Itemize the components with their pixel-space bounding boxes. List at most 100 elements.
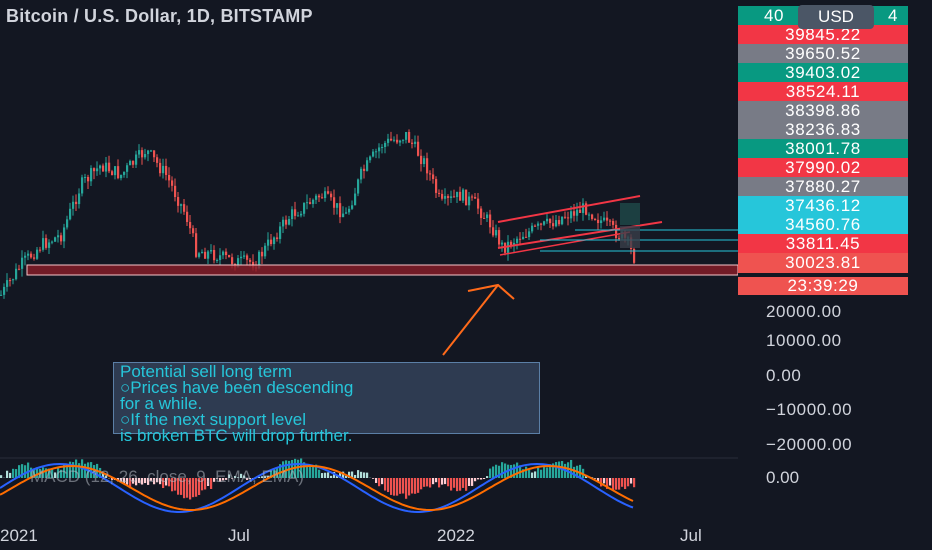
macd-bar [312,466,315,478]
candle-body [510,241,513,246]
macd-bar [567,462,570,478]
macd-bar [285,460,288,478]
macd-bar [162,478,165,489]
candle-body [420,155,423,165]
macd-bar [60,469,63,478]
time-tick: Jul [228,526,250,545]
time-axis[interactable]: 2021 Jul 2022 Jul [0,522,738,550]
candle-body [357,179,360,194]
candle-body [633,248,636,263]
candle-body [444,196,447,199]
candle-body [198,253,201,257]
candle-body [531,225,534,232]
macd-bar [432,478,435,485]
candle-body [480,208,483,218]
candle-body [591,214,594,219]
candle-body [183,204,186,212]
candle-body [222,251,225,256]
macd-bar [30,467,33,478]
macd-bar [381,478,384,485]
candle-body [246,255,249,260]
macd-bar [126,478,129,485]
macd-bar [225,478,228,480]
candle-body [375,151,378,153]
macd-bar [603,478,606,484]
price-label: 39650.52 [738,44,908,64]
candle-body [213,250,216,261]
candle-body [567,217,570,219]
macd-bar [444,478,447,485]
macd-bar [402,478,405,494]
candle-body [324,191,327,199]
macd-bar [327,472,330,478]
macd-bar [522,469,525,478]
candle-body [276,237,279,239]
macd-bar [249,478,252,479]
currency-button[interactable]: USD [798,5,874,29]
candle-body [237,258,240,268]
candle-body [69,208,72,220]
macd-bar [156,478,159,483]
candle-body [261,251,264,257]
channel-upper-line[interactable] [497,195,641,223]
support-zone[interactable] [26,264,738,276]
macd-bar [447,478,450,487]
macd-bar [207,478,210,486]
candle-body [93,168,96,172]
macd-bar [228,474,231,478]
macd-bar [366,472,369,478]
annotation-arrow[interactable] [442,284,499,356]
candle-body [129,160,132,166]
macd-legend[interactable]: MACD (12, 26, close, 9, EMA, EMA) [30,467,304,486]
candle-body [441,193,444,199]
macd-bar [474,478,477,482]
macd-bar [192,478,195,498]
macd-bar [153,478,156,485]
macd-bar [606,478,609,489]
macd-bar [573,466,576,478]
macd-bar [138,478,141,483]
candle-body [498,230,501,245]
candle-body [225,251,228,256]
candle-body [429,173,432,175]
candle-body [471,196,474,198]
macd-bar [462,478,465,488]
time-tick: Jul [680,526,702,545]
macd-bar [456,478,459,492]
candle-body [150,150,153,152]
candle-body [477,198,480,209]
candle-body [60,235,63,242]
candle-body [594,218,597,220]
channel-lower-line[interactable] [499,231,631,256]
candle-body [153,150,156,158]
annotation-note[interactable]: Potential sell long term ○Prices have be… [113,362,540,444]
macd-bar [609,478,612,486]
candle-body [249,259,252,262]
note-line: ○If the next support level [120,410,307,429]
price-chart[interactable] [0,0,738,522]
price-scale[interactable]: 40 39845.22 39650.52 39403.02 38524.11 38398.… [738,0,932,550]
macd-bar [147,478,150,485]
macd-bar [144,478,147,484]
note-line: Potential sell long term [120,362,292,381]
candle-body [228,255,231,258]
candle-body [483,217,486,219]
candle-body [285,219,288,225]
macd-bar [441,478,444,485]
macd-bar [510,464,513,478]
candle-body [381,147,384,149]
price-tick: 10000.00 [766,331,842,350]
candle-body [615,224,618,239]
candle-body [177,197,180,206]
candle-body [84,177,87,179]
macd-bar [480,478,483,480]
candle-body [447,196,450,198]
macd-bar [51,469,54,478]
macd-bar [615,478,618,490]
candle-body [0,294,3,296]
candle-body [315,195,318,200]
price-label: 38398.86 [738,101,908,121]
macd-bar [84,463,87,478]
price-tick: −20000.00 [766,435,853,454]
candle-body [309,202,312,204]
